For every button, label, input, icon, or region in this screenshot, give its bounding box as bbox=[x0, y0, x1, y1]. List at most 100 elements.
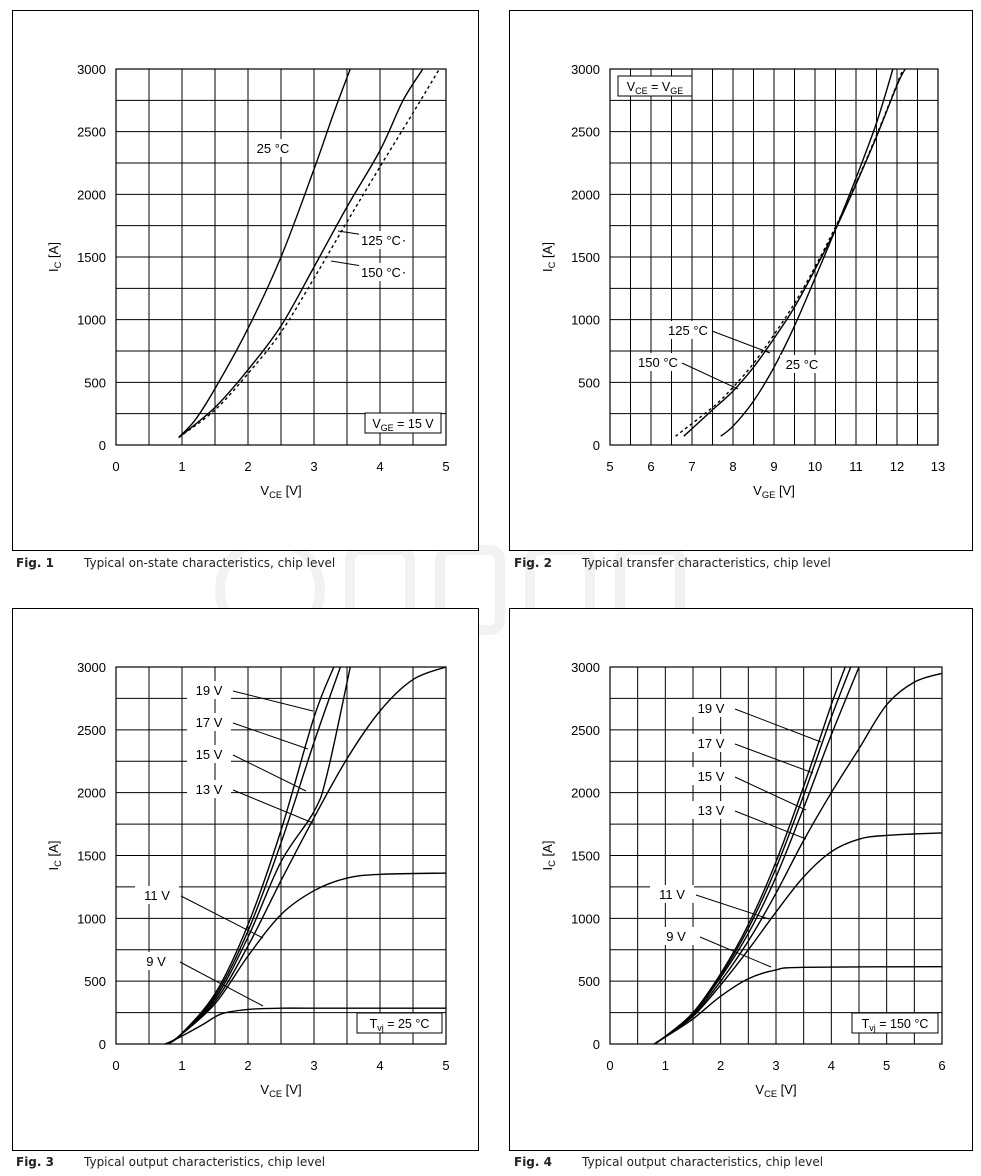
chart-panel-fig4: 0 1 2 3 4 5 6 0 500 1000 1500 2000 2500 3000 VCE [V] IC… bbox=[509, 608, 973, 1151]
y-tick-label: 0 bbox=[99, 1037, 106, 1052]
series-line bbox=[653, 966, 943, 1045]
y-tick-label: 2500 bbox=[571, 723, 600, 738]
x-tick-label: 7 bbox=[688, 459, 695, 474]
series-leader-line bbox=[232, 789, 314, 824]
x-tick-label: 3 bbox=[772, 1058, 779, 1073]
label-main: I bbox=[46, 268, 61, 272]
y-tick-label: 0 bbox=[99, 438, 106, 453]
series-leader-line bbox=[232, 754, 307, 792]
x-tick-label: 5 bbox=[442, 1058, 449, 1073]
label-tail: = 25 °C bbox=[384, 1017, 430, 1031]
x-tick-label: 8 bbox=[729, 459, 736, 474]
label-main: I bbox=[46, 867, 61, 871]
series-group: 25 °C 125 °C 150 °C bbox=[178, 68, 440, 439]
label-tail: [A] bbox=[46, 841, 61, 861]
series-leader-line bbox=[179, 961, 264, 1007]
series-label: 11 V bbox=[659, 887, 685, 902]
plot-frame bbox=[115, 68, 447, 446]
series-line bbox=[165, 1007, 446, 1045]
x-axis-label: VCE [V] bbox=[260, 1082, 301, 1099]
chart-svg-fig3: 0 1 2 3 4 5 0 500 1000 1500 2000 2500 3000 VCE [V] IC … bbox=[46, 660, 450, 1099]
y-tick-label: 0 bbox=[593, 1037, 600, 1052]
series-label: 125 °C bbox=[668, 323, 708, 338]
label-subscript: CE bbox=[269, 1089, 282, 1099]
label-tail: [A] bbox=[46, 242, 61, 262]
y-axis-label: IC [A] bbox=[46, 242, 63, 272]
series-line bbox=[653, 672, 943, 1045]
label-main: V bbox=[753, 483, 762, 498]
series-label: 17 V bbox=[196, 715, 223, 730]
x-tick-label: 13 bbox=[931, 459, 945, 474]
x-tick-label: 11 bbox=[849, 459, 863, 474]
label-subscript: CE bbox=[635, 86, 648, 96]
y-tick-label: 1000 bbox=[77, 911, 106, 926]
y-tick-label: 2500 bbox=[571, 125, 600, 140]
series-label: 15 V bbox=[196, 747, 223, 762]
y-tick-label: 1000 bbox=[77, 313, 106, 328]
y-tick-label: 3000 bbox=[571, 62, 600, 77]
series-leader-line bbox=[695, 894, 770, 920]
y-tick-label: 2000 bbox=[571, 786, 600, 801]
label-tail: [V] bbox=[282, 483, 302, 498]
condition-label: Tvj = 150 °C bbox=[862, 1017, 929, 1033]
series-label: 11 V bbox=[144, 888, 170, 903]
plot-frame bbox=[609, 666, 943, 1045]
caption-fig1: Fig. 1 Typical on-state characteristics, … bbox=[16, 556, 335, 570]
y-tick-label: 2000 bbox=[77, 187, 106, 202]
chart-svg-fig2: 5 6 7 8 9 10 11 12 13050010001500200025003000VGE… bbox=[540, 62, 945, 500]
caption-text: Typical on-state characteristics, chip l… bbox=[84, 556, 336, 570]
label-main: V bbox=[755, 1082, 764, 1097]
y-tick-label: 500 bbox=[84, 974, 106, 989]
label-subscript: GE bbox=[670, 86, 683, 96]
x-tick-label: 5 bbox=[442, 459, 449, 474]
x-tick-label: 2 bbox=[244, 459, 251, 474]
series-label-background bbox=[636, 353, 680, 371]
series-label: 150 °C bbox=[638, 355, 678, 370]
label-subscript: CE bbox=[269, 490, 282, 500]
caption-number: Fig. 4 bbox=[514, 1155, 552, 1169]
y-axis-label: IC [A] bbox=[540, 841, 557, 871]
label-main: T bbox=[862, 1017, 870, 1031]
series-line bbox=[165, 872, 447, 1045]
caption-number: Fig. 1 bbox=[16, 556, 54, 570]
label-subscript: CE bbox=[764, 1089, 777, 1099]
label-tail: = V bbox=[648, 80, 671, 94]
y-tick-label: 1500 bbox=[77, 250, 106, 265]
y-tick-label: 500 bbox=[578, 974, 600, 989]
x-tick-label: 1 bbox=[178, 1058, 185, 1073]
series-label-background bbox=[135, 886, 179, 904]
series-label: 150 °C bbox=[361, 265, 401, 280]
y-tick-label: 2500 bbox=[77, 723, 106, 738]
x-tick-label: 4 bbox=[376, 459, 383, 474]
y-tick-label: 2500 bbox=[77, 125, 106, 140]
series-label: 19 V bbox=[698, 701, 725, 716]
series-line bbox=[178, 68, 351, 438]
chart-panel-fig3: 0 1 2 3 4 5 0 500 1000 1500 2000 2500 3000 VCE [V] IC … bbox=[12, 608, 479, 1151]
caption-text: Typical output characteristics, chip lev… bbox=[84, 1155, 326, 1169]
label-subscript: GE bbox=[381, 423, 394, 433]
label-subscript: vj bbox=[869, 1023, 876, 1033]
condition-label: VGE = 15 V bbox=[372, 417, 434, 433]
label-main: V bbox=[627, 80, 636, 94]
x-tick-label: 9 bbox=[770, 459, 777, 474]
x-tick-label: 2 bbox=[717, 1058, 724, 1073]
condition-box bbox=[364, 412, 442, 434]
series-label: 25 °C bbox=[257, 141, 290, 156]
x-tick-label: 1 bbox=[178, 459, 185, 474]
x-tick-label: 3 bbox=[310, 459, 317, 474]
grid-lines bbox=[115, 666, 447, 1045]
label-main: V bbox=[372, 417, 381, 431]
series-label-background bbox=[359, 263, 403, 281]
label-tail: = 15 V bbox=[394, 417, 435, 431]
series-group: 25 °C 125 °C 150 °C bbox=[636, 68, 906, 437]
condition-label: VCE = VGE bbox=[627, 80, 683, 96]
series-leader-line bbox=[232, 690, 314, 712]
caption-fig4: Fig. 4 Typical output characteristics, ch… bbox=[514, 1155, 823, 1169]
label-subscript: C bbox=[53, 261, 63, 268]
x-tick-label: 6 bbox=[938, 1058, 945, 1073]
condition-box bbox=[356, 1012, 443, 1034]
x-tick-label: 2 bbox=[244, 1058, 251, 1073]
series-leader-line bbox=[180, 895, 264, 939]
y-tick-label: 2000 bbox=[77, 786, 106, 801]
series-leader-line bbox=[232, 722, 309, 750]
